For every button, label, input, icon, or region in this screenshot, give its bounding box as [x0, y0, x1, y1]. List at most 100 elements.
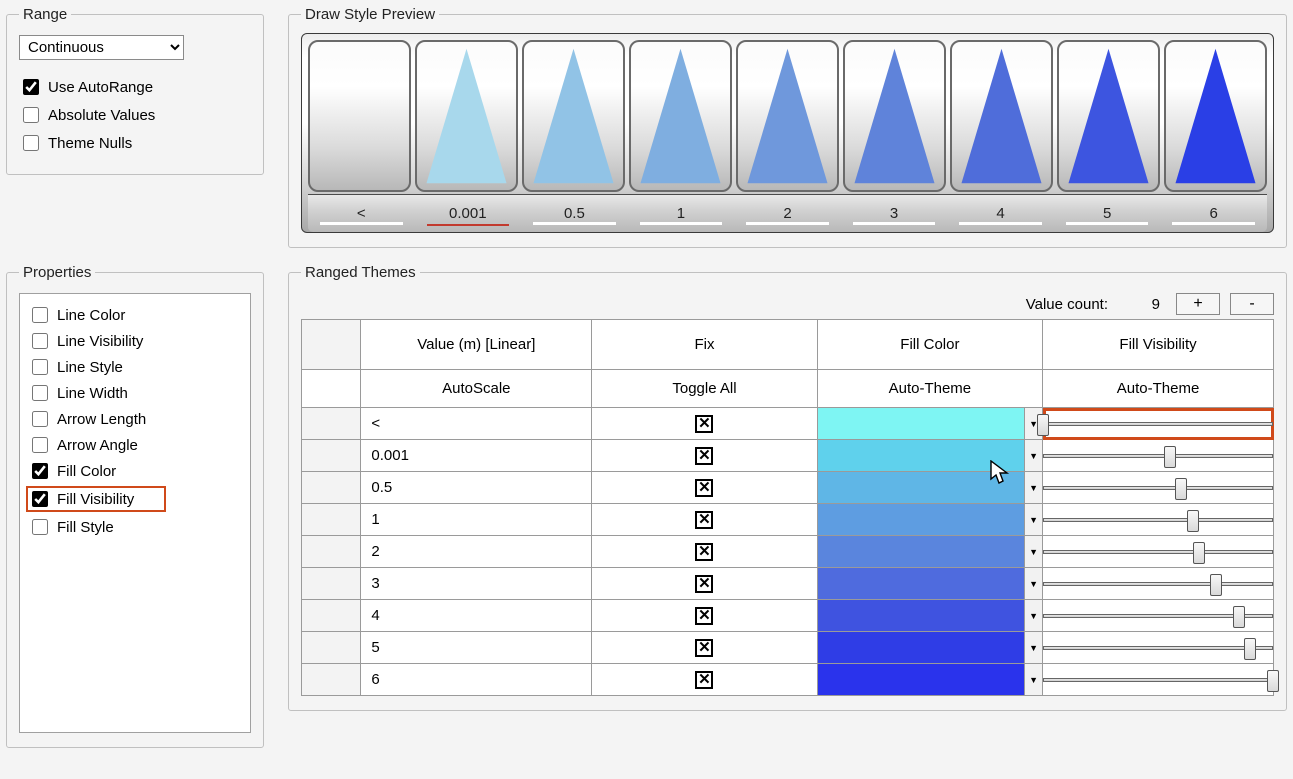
row-1-fix[interactable]: ✕: [592, 440, 817, 472]
row-stub[interactable]: [302, 440, 361, 472]
visibility-slider[interactable]: [1043, 579, 1273, 589]
prop-arrlen[interactable]: Arrow Length: [28, 408, 242, 430]
row-7-fill-vis[interactable]: [1043, 632, 1274, 664]
preview-swatch-0[interactable]: [308, 40, 411, 192]
row-stub[interactable]: [302, 600, 361, 632]
row-4-fill-color[interactable]: ▼: [817, 536, 1042, 568]
row-5-fix[interactable]: ✕: [592, 568, 817, 600]
row-3-fill-color[interactable]: ▼: [817, 504, 1042, 536]
row-0-fill-vis[interactable]: [1043, 408, 1274, 440]
prop-linewidth-input[interactable]: [32, 385, 48, 401]
preview-swatch-5[interactable]: [843, 40, 946, 192]
visibility-slider[interactable]: [1043, 675, 1273, 685]
preview-swatch-3[interactable]: [629, 40, 732, 192]
row-3-value[interactable]: 1: [361, 504, 592, 536]
row-8-fill-color[interactable]: ▼: [817, 664, 1042, 696]
row-0-value[interactable]: <: [361, 408, 592, 440]
row-1-fill-vis[interactable]: [1043, 440, 1274, 472]
fill-color-dropdown-icon[interactable]: ▼: [1024, 664, 1042, 695]
prop-linestyle[interactable]: Line Style: [28, 356, 242, 378]
row-7-fix[interactable]: ✕: [592, 632, 817, 664]
prop-linevis[interactable]: Line Visibility: [28, 330, 242, 352]
fill-color-dropdown-icon[interactable]: ▼: [1024, 440, 1042, 471]
visibility-slider[interactable]: [1043, 483, 1273, 493]
row-stub[interactable]: [302, 568, 361, 600]
row-4-fix[interactable]: ✕: [592, 536, 817, 568]
sub-header-auto-theme-vis[interactable]: Auto-Theme: [1043, 370, 1274, 408]
col-header-fill-color[interactable]: Fill Color: [817, 320, 1042, 370]
row-5-fill-color[interactable]: ▼: [817, 568, 1042, 600]
prop-arrlen-input[interactable]: [32, 411, 48, 427]
prop-linewidth[interactable]: Line Width: [28, 382, 242, 404]
preview-swatch-1[interactable]: [415, 40, 518, 192]
row-7-fill-color[interactable]: ▼: [817, 632, 1042, 664]
row-3-fix[interactable]: ✕: [592, 504, 817, 536]
row-2-fill-color[interactable]: ▼: [817, 472, 1042, 504]
row-2-value[interactable]: 0.5: [361, 472, 592, 504]
preview-swatch-7[interactable]: [1057, 40, 1160, 192]
preview-swatch-2[interactable]: [522, 40, 625, 192]
prop-fillstyle-input[interactable]: [32, 519, 48, 535]
row-1-fill-color[interactable]: ▼: [817, 440, 1042, 472]
row-8-fill-vis[interactable]: [1043, 664, 1274, 696]
row-4-value[interactable]: 2: [361, 536, 592, 568]
prop-linecolor-input[interactable]: [32, 307, 48, 323]
prop-fillcolor-input[interactable]: [32, 463, 48, 479]
row-7-value[interactable]: 5: [361, 632, 592, 664]
fill-color-dropdown-icon[interactable]: ▼: [1024, 504, 1042, 535]
row-stub[interactable]: [302, 664, 361, 696]
prop-linevis-input[interactable]: [32, 333, 48, 349]
row-8-value[interactable]: 6: [361, 664, 592, 696]
row-5-fill-vis[interactable]: [1043, 568, 1274, 600]
visibility-slider[interactable]: [1043, 451, 1273, 461]
row-0-fill-color[interactable]: ▼: [817, 408, 1042, 440]
prop-fillvis[interactable]: Fill Visibility: [26, 486, 166, 512]
sub-header-toggle-all[interactable]: Toggle All: [592, 370, 817, 408]
prop-linestyle-input[interactable]: [32, 359, 48, 375]
preview-swatch-8[interactable]: [1164, 40, 1267, 192]
visibility-slider[interactable]: [1043, 547, 1273, 557]
fill-color-dropdown-icon[interactable]: ▼: [1024, 536, 1042, 567]
row-stub[interactable]: [302, 504, 361, 536]
row-stub[interactable]: [302, 472, 361, 504]
row-5-value[interactable]: 3: [361, 568, 592, 600]
range-check-nulls-input[interactable]: [23, 135, 39, 151]
visibility-slider[interactable]: [1043, 515, 1273, 525]
row-6-fill-vis[interactable]: [1043, 600, 1274, 632]
row-8-fix[interactable]: ✕: [592, 664, 817, 696]
row-0-fix[interactable]: ✕: [592, 408, 817, 440]
prop-arrang[interactable]: Arrow Angle: [28, 434, 242, 456]
row-stub[interactable]: [302, 408, 361, 440]
row-1-value[interactable]: 0.001: [361, 440, 592, 472]
preview-swatch-6[interactable]: [950, 40, 1053, 192]
fill-color-dropdown-icon[interactable]: ▼: [1024, 600, 1042, 631]
row-6-fill-color[interactable]: ▼: [817, 600, 1042, 632]
prop-fillvis-input[interactable]: [32, 491, 48, 507]
row-4-fill-vis[interactable]: [1043, 536, 1274, 568]
row-2-fill-vis[interactable]: [1043, 472, 1274, 504]
row-6-value[interactable]: 4: [361, 600, 592, 632]
preview-swatch-4[interactable]: [736, 40, 839, 192]
visibility-slider[interactable]: [1043, 643, 1273, 653]
row-6-fix[interactable]: ✕: [592, 600, 817, 632]
prop-linecolor[interactable]: Line Color: [28, 304, 242, 326]
prop-arrang-input[interactable]: [32, 437, 48, 453]
col-header-value[interactable]: Value (m) [Linear]: [361, 320, 592, 370]
row-3-fill-vis[interactable]: [1043, 504, 1274, 536]
visibility-slider[interactable]: [1043, 611, 1273, 621]
row-stub[interactable]: [302, 632, 361, 664]
range-check-absvals-input[interactable]: [23, 107, 39, 123]
prop-fillstyle[interactable]: Fill Style: [28, 516, 242, 538]
value-count-plus-button[interactable]: +: [1176, 293, 1220, 315]
sub-header-autoscale[interactable]: AutoScale: [361, 370, 592, 408]
visibility-slider[interactable]: [1043, 419, 1273, 429]
fill-color-dropdown-icon[interactable]: ▼: [1024, 568, 1042, 599]
prop-fillcolor[interactable]: Fill Color: [28, 460, 242, 482]
row-2-fix[interactable]: ✕: [592, 472, 817, 504]
range-mode-select[interactable]: Continuous: [19, 35, 184, 60]
range-check-autorange-input[interactable]: [23, 79, 39, 95]
fill-color-dropdown-icon[interactable]: ▼: [1024, 472, 1042, 503]
sub-header-auto-theme-color[interactable]: Auto-Theme: [817, 370, 1042, 408]
fill-color-dropdown-icon[interactable]: ▼: [1024, 632, 1042, 663]
col-header-fix[interactable]: Fix: [592, 320, 817, 370]
